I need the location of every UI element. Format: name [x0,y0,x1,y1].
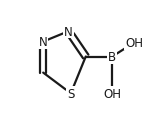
Text: S: S [67,87,75,100]
Text: N: N [39,36,48,49]
Text: N: N [64,25,73,38]
Text: OH: OH [125,37,143,50]
Text: OH: OH [103,87,121,100]
Text: B: B [108,51,116,63]
